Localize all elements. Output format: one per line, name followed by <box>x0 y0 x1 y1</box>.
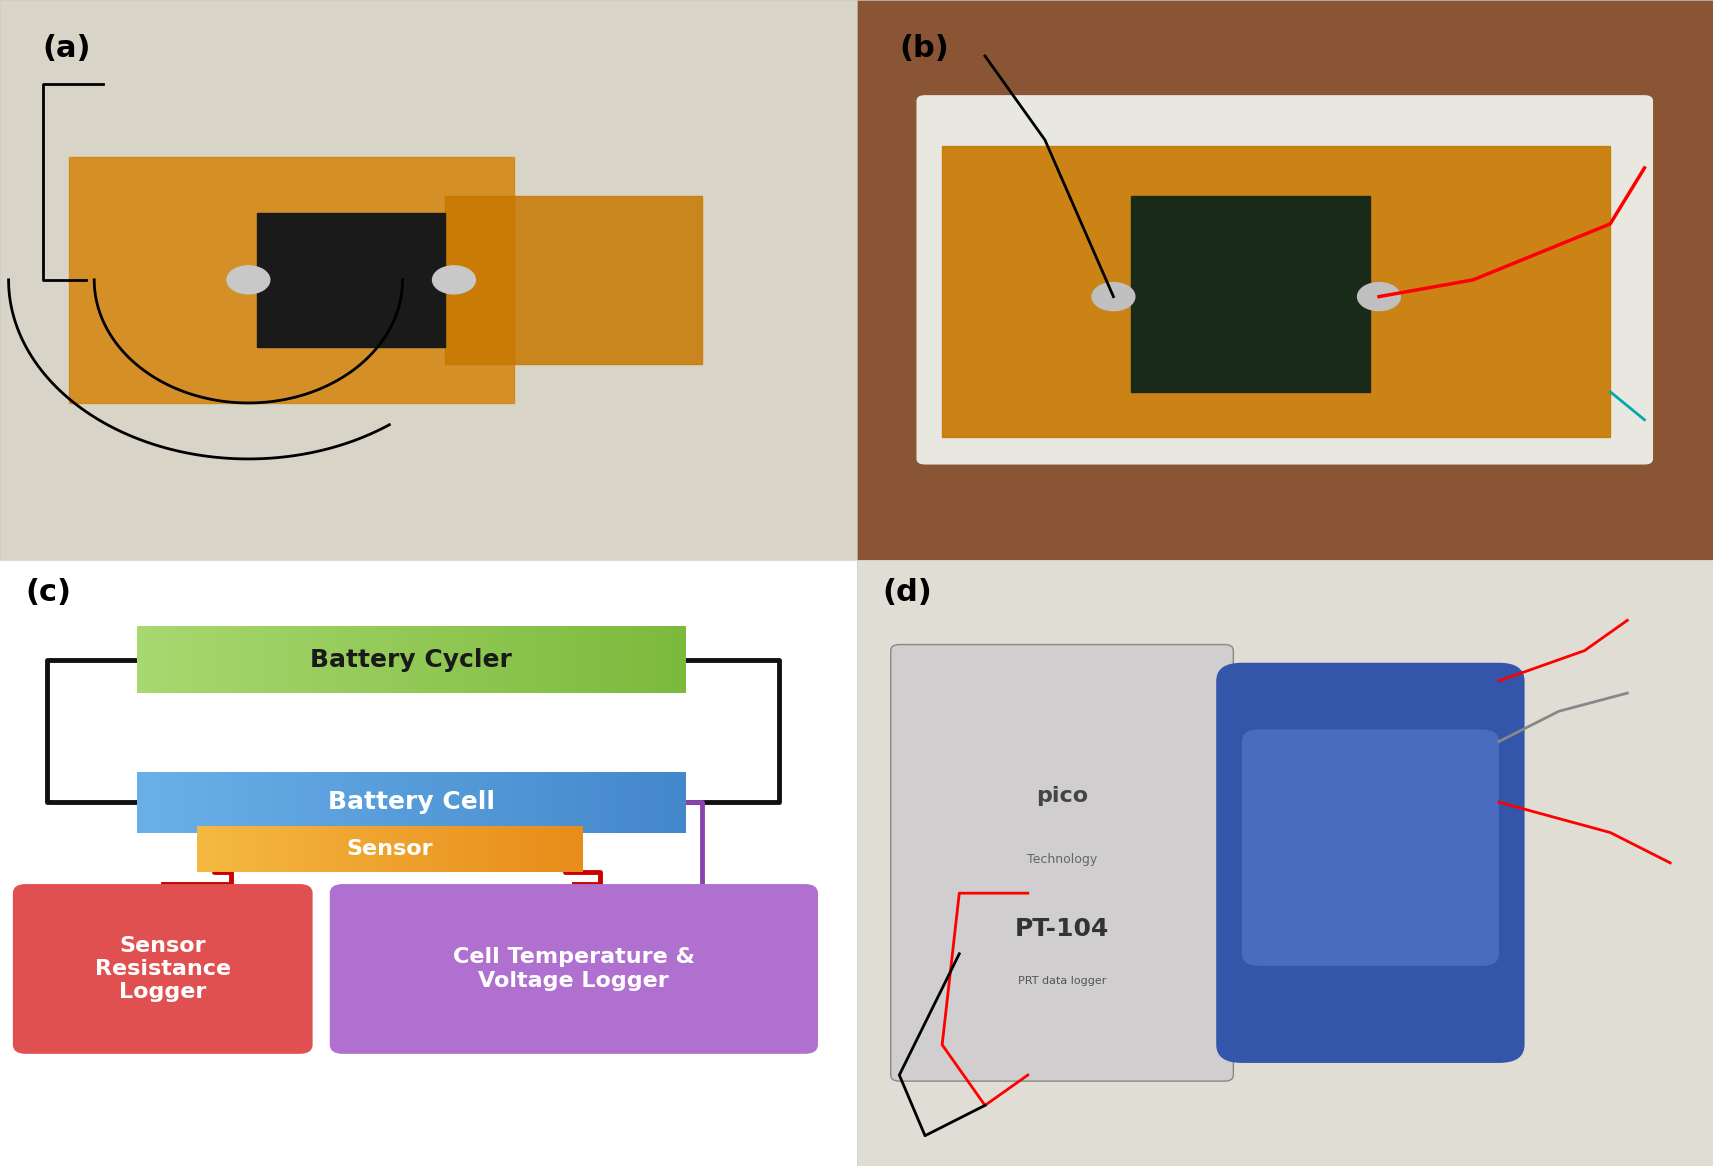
Bar <box>257 212 445 347</box>
FancyBboxPatch shape <box>331 884 819 1054</box>
FancyBboxPatch shape <box>916 96 1653 464</box>
Text: (a): (a) <box>43 34 91 63</box>
Text: Sensor
Resistance
Logger: Sensor Resistance Logger <box>94 936 231 1002</box>
Text: (d): (d) <box>882 578 932 606</box>
Text: Battery Cell: Battery Cell <box>327 791 495 814</box>
Circle shape <box>1093 282 1136 310</box>
FancyBboxPatch shape <box>891 645 1233 1081</box>
Text: PT-104: PT-104 <box>1014 916 1110 941</box>
Circle shape <box>432 266 476 294</box>
Bar <box>942 146 1610 436</box>
Text: (c): (c) <box>26 578 72 606</box>
Text: (b): (b) <box>899 34 949 63</box>
Circle shape <box>226 266 271 294</box>
Bar <box>445 196 702 364</box>
Text: pico: pico <box>1036 786 1088 806</box>
FancyBboxPatch shape <box>1242 730 1499 965</box>
Circle shape <box>1358 282 1401 310</box>
FancyBboxPatch shape <box>1216 662 1525 1063</box>
Bar <box>1131 196 1370 392</box>
Text: Cell Temperature &
Voltage Logger: Cell Temperature & Voltage Logger <box>452 947 695 991</box>
Text: PRT data logger: PRT data logger <box>1018 976 1107 986</box>
FancyBboxPatch shape <box>14 884 312 1054</box>
Text: Battery Cycler: Battery Cycler <box>310 648 512 672</box>
Text: Sensor: Sensor <box>346 840 433 859</box>
Text: Technology: Technology <box>1026 852 1098 866</box>
Bar <box>69 156 514 403</box>
